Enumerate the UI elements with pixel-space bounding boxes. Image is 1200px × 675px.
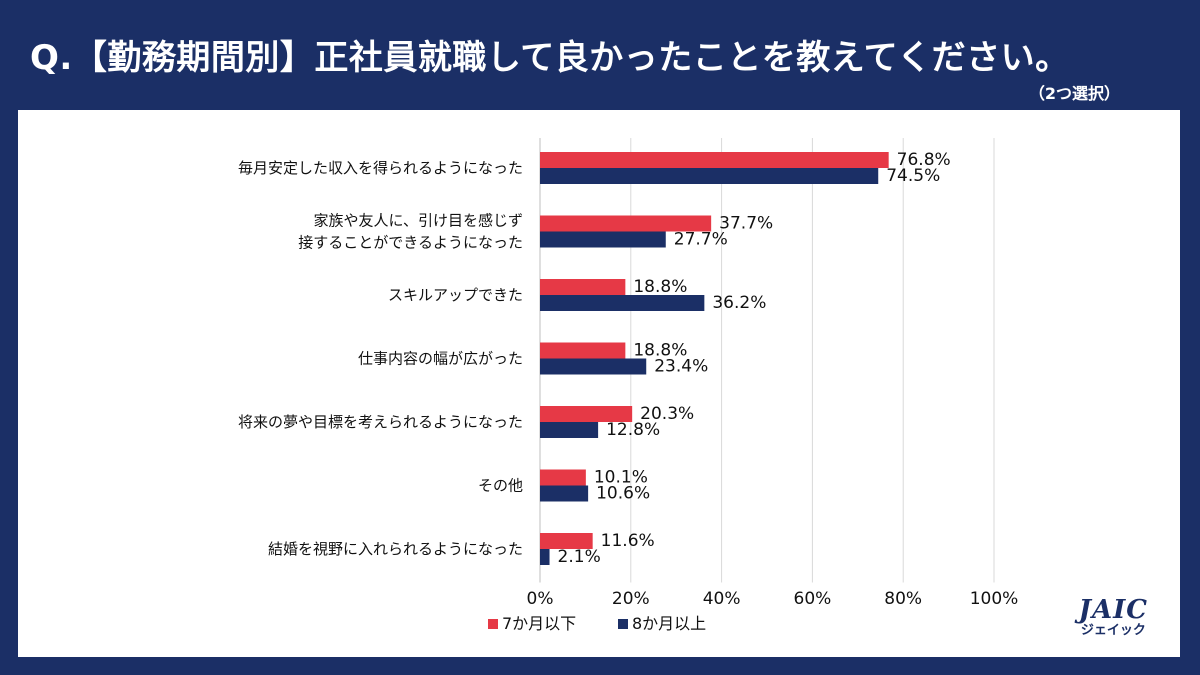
bar-chart: 0% 20% 40% 60% 80% 100% 76.8%74.5% 毎月安定した収入を得られ…	[238, 138, 1019, 633]
logo-sub-text: ジェイック	[1080, 623, 1146, 638]
bar	[540, 533, 593, 549]
x-tick-label: 0%	[527, 589, 554, 609]
bar	[540, 549, 550, 565]
data-label: 74.5%	[886, 166, 940, 186]
bar	[540, 485, 589, 502]
category-label: 仕事内容の幅が広がった	[358, 350, 523, 368]
data-label: 76.8%	[897, 150, 951, 170]
legend-label: 7か月以下	[502, 614, 576, 633]
category-label: 接することができるようになった	[298, 234, 523, 252]
x-tick-label: 80%	[884, 589, 922, 609]
page-subtitle: （2つ選択）	[1028, 84, 1120, 103]
bar	[540, 231, 666, 248]
category-label: 家族や友人に、引け目を感じず	[313, 212, 523, 230]
category-label: スキルアップできた	[388, 286, 523, 304]
data-label: 27.7%	[674, 230, 728, 250]
data-label: 18.8%	[633, 277, 687, 297]
bar	[540, 358, 647, 375]
bar	[540, 422, 599, 438]
bar	[540, 168, 879, 184]
category-label: 将来の夢や目標を考えられるようになった	[238, 413, 523, 431]
legend-swatch	[618, 619, 628, 629]
bar	[540, 469, 586, 486]
data-label: 12.8%	[606, 420, 660, 440]
data-label: 11.6%	[601, 531, 655, 551]
chart-panel: 0% 20% 40% 60% 80% 100% 76.8% 74.5% 毎月安定した収入を得られ…	[18, 110, 1180, 657]
category-label: その他	[478, 477, 523, 495]
x-tick-label: 100%	[970, 589, 1019, 609]
data-label: 10.1%	[594, 468, 648, 488]
bar	[540, 406, 633, 422]
bar	[540, 152, 889, 168]
legend-label: 8か月以上	[632, 614, 706, 633]
logo-main-text: JAIC	[1078, 595, 1148, 625]
x-tick-label: 40%	[703, 589, 741, 609]
data-label: 37.7%	[719, 214, 773, 234]
data-label: 18.8%	[633, 341, 687, 361]
jaic-logo: JAIC ジェイック	[1079, 597, 1148, 639]
bar	[540, 215, 712, 232]
category-label: 毎月安定した収入を得られるようになった	[238, 159, 523, 177]
data-label: 36.2%	[712, 293, 766, 313]
x-tick-label: 20%	[612, 589, 650, 609]
legend-swatch	[488, 619, 498, 629]
data-label: 23.4%	[654, 357, 708, 377]
data-label: 20.3%	[640, 404, 694, 424]
page-title: Q.【勤務期間別】正社員就職して良かったことを教えてください。	[30, 38, 1070, 78]
data-label: 10.6%	[596, 484, 650, 504]
bar	[540, 342, 626, 359]
data-label: 2.1%	[558, 547, 601, 567]
x-tick-label: 60%	[794, 589, 832, 609]
bar	[540, 295, 705, 311]
bar	[540, 279, 626, 295]
category-label: 結婚を視野に入れられるようになった	[268, 540, 523, 558]
